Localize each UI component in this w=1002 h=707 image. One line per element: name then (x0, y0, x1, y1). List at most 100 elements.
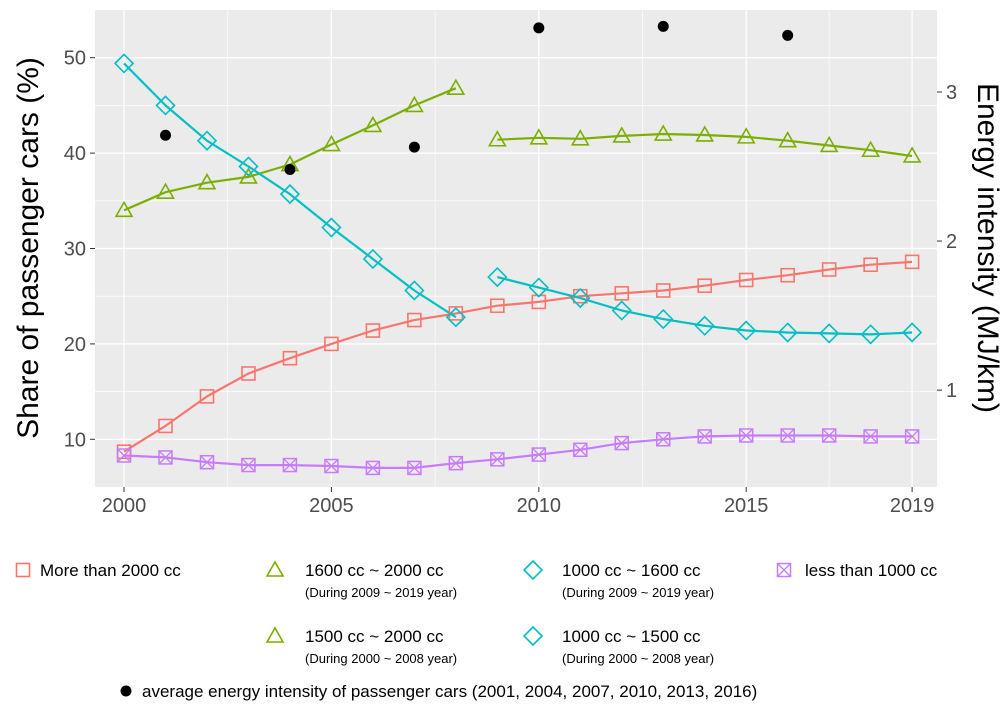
series-0-point (904, 254, 920, 270)
series-1-point (405, 95, 424, 113)
series-1-point-shape (239, 167, 258, 184)
series-5-point-cross (614, 436, 629, 451)
series-5-point-cross (448, 456, 463, 471)
series-1-point (239, 167, 258, 184)
series-5-point (738, 428, 754, 443)
legend-item-3: less than 1000 cc (776, 561, 938, 580)
series-5-point-shape (655, 432, 671, 447)
series-5-point-cross (324, 459, 339, 473)
series-3-point-shape (238, 156, 259, 177)
series-4-point (570, 287, 591, 309)
series-0-point (199, 389, 215, 404)
series-4-point (860, 324, 881, 345)
series-0-point (158, 418, 173, 434)
x-tick-label: 2005 (309, 495, 354, 517)
series-6-point (657, 20, 669, 32)
series-1-point-shape (197, 173, 217, 190)
series-3-point-shape (362, 248, 384, 270)
series-0-point (241, 366, 256, 381)
series-2-point (570, 129, 590, 146)
y2-tick-label: 2 (946, 231, 957, 253)
legend-sublabel-4: (During 2000 ~ 2008 year) (305, 651, 457, 666)
series-2-point-shape (570, 129, 590, 146)
series-4-point-shape (777, 322, 798, 343)
series-2-point (819, 135, 839, 153)
legend-label-3: less than 1000 cc (805, 561, 938, 580)
series-1-point-shape (446, 78, 466, 96)
legend-key-4 (265, 626, 285, 643)
series-5-point-shape (448, 455, 464, 471)
series-2-point (529, 128, 549, 145)
series-6-point-shape (657, 20, 669, 32)
series-5-point-cross (531, 447, 546, 462)
series-0-point (821, 262, 837, 277)
legend-item-4: 1500 cc ~ 2000 cc (During 2000 ~ 2008 yea… (265, 626, 457, 666)
series-5-point-shape (365, 460, 381, 476)
series-5-point-shape (324, 458, 339, 474)
series-5-point (531, 447, 547, 462)
series-6-point-shape (533, 22, 545, 34)
series-5-point (614, 435, 630, 451)
series-5-point-shape (282, 457, 298, 473)
series-5-point-shape (697, 429, 712, 444)
legend-key-6 (120, 685, 132, 697)
series-1-point (114, 200, 134, 218)
series-4-point-shape (653, 308, 674, 330)
series-5-point (490, 452, 505, 467)
series-0-point (863, 257, 878, 273)
series-5-point (448, 455, 464, 471)
series-3-point (113, 53, 135, 74)
series-5-point (241, 457, 256, 473)
series-1-point (322, 134, 341, 152)
series-3-point-shape (196, 130, 218, 151)
series-0-point (365, 323, 381, 338)
series-4-point-shape (901, 322, 923, 343)
legend-sublabel-2: (During 2009 ~ 2019 year) (562, 585, 714, 600)
series-3-point (362, 248, 384, 270)
series-5-point (904, 429, 920, 444)
series-5-point (199, 454, 215, 470)
series-6-point (408, 141, 420, 153)
legend-key-1-shape (265, 560, 285, 577)
series-4-point-shape (819, 323, 840, 344)
legend-key-0 (15, 562, 31, 578)
series-1-point (156, 182, 175, 200)
series-5-point (697, 429, 712, 444)
series-0-point (655, 283, 671, 298)
series-0-point-shape (282, 350, 298, 366)
series-0-point-shape (324, 336, 339, 352)
series-4-point-shape (570, 287, 591, 309)
x-tick-label: 2019 (890, 495, 935, 517)
series-4-point-shape (694, 315, 715, 336)
series-5-point (282, 457, 298, 473)
series-2-point (653, 124, 673, 141)
series-5-point-shape (573, 442, 588, 458)
legend-label-4: 1500 cc ~ 2000 cc (305, 627, 444, 646)
series-5-point-cross (822, 428, 837, 443)
x-tick-label: 2015 (724, 495, 769, 517)
series-2-point (736, 127, 756, 144)
series-1-point-shape (405, 95, 424, 113)
series-line-3 (123, 62, 457, 319)
series-5-point-shape (904, 429, 920, 444)
series-0-point-shape (199, 389, 215, 404)
series-1-point-shape (156, 182, 175, 200)
series-3-point-shape (155, 95, 176, 116)
series-2-point (778, 131, 798, 148)
series-5-point-cross (365, 460, 380, 475)
series-0-point-shape (697, 278, 713, 294)
series-0-point-shape (365, 323, 381, 338)
y-axis-title: Share of passenger cars (%) (12, 57, 45, 439)
series-2-point-shape (487, 130, 507, 147)
legend-item-6: average energy intensity of passenger ca… (120, 682, 757, 701)
series-5-point-cross (158, 450, 173, 465)
series-0-point (324, 336, 339, 352)
y-tick-label: 40 (64, 143, 86, 165)
series-0-point (697, 278, 713, 294)
series-0-point-shape (490, 298, 505, 314)
series-5-point-shape (116, 448, 132, 463)
legend-key-6-shape (120, 685, 132, 697)
legend-label-0: More than 2000 cc (40, 561, 181, 580)
legend-sublabel-5: (During 2000 ~ 2008 year) (562, 651, 714, 666)
